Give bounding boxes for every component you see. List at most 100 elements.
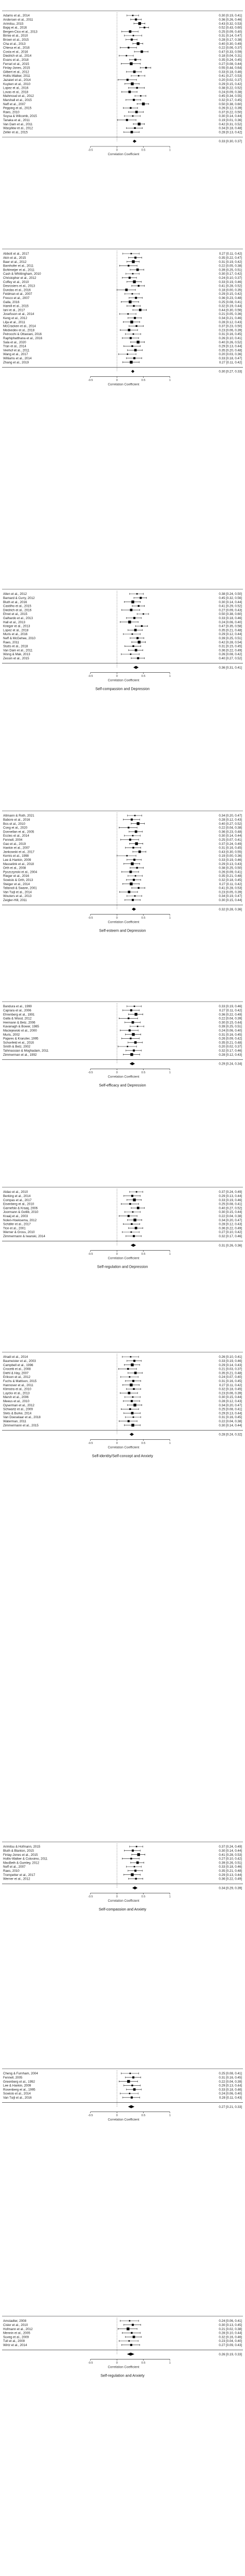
study-label: Dundas et al., 2016 <box>3 288 31 292</box>
effect-marker <box>130 62 133 65</box>
study-label: Stutts et al., 2018 <box>3 645 28 649</box>
study-label: Andersen et al., 2011 <box>3 18 33 22</box>
effect-marker <box>134 875 136 877</box>
study-label: Galhardo et al., 2013 <box>3 617 33 620</box>
study-label: Maciejewski et al., 2000 <box>3 1029 37 1033</box>
study-label: Desrosiers et al., 2013 <box>3 285 35 288</box>
effect-marker <box>134 1041 137 1044</box>
study-label: Kavanagh & Bower, 1985 <box>3 1025 39 1028</box>
effect-marker <box>132 2323 134 2326</box>
x-axis-label: Correlation Coefficient <box>108 1899 139 1903</box>
effect-marker <box>133 1198 136 1202</box>
estimate-label: 0.43 [0.30, 0.55] <box>219 850 242 854</box>
estimate-label: 0.34 [0.21, 0.46] <box>219 317 242 320</box>
study-label: Tran et al., 2014 <box>3 345 26 348</box>
effect-marker <box>132 1849 134 1852</box>
study-label: Pajares & Kranzler, 1995 <box>3 1037 39 1041</box>
study-label: Bergen-Cico et al., 2013 <box>3 30 38 34</box>
summary-diamond <box>127 2352 135 2356</box>
x-tick-label: 1 <box>169 149 170 152</box>
estimate-label: 0.24 [0.06, 0.40] <box>219 621 242 624</box>
x-tick-label: 1 <box>169 675 170 678</box>
effect-marker <box>133 305 135 307</box>
estimate-label: 0.27 [0.11, 0.42] <box>219 361 242 364</box>
study-label: Jankowski et al., 2017 <box>3 850 34 854</box>
estimate-label: 0.22 [0.04, 0.38] <box>219 826 242 830</box>
estimate-label: 0.33 [0.18, 0.46] <box>219 1865 242 1869</box>
study-label: Tull et al., 2009 <box>3 2339 25 2343</box>
effect-marker <box>145 67 147 69</box>
effect-marker <box>133 1403 136 1407</box>
study-label: Lee & Hankin, 2009 <box>3 2084 31 2088</box>
effect-marker <box>132 1396 134 1398</box>
effect-marker <box>133 858 136 861</box>
effect-marker <box>137 640 141 644</box>
study-label: Wasylkiw et al., 2012 <box>3 127 33 130</box>
effect-marker <box>133 280 136 284</box>
x-tick-label: 0 <box>116 1896 118 1899</box>
summary-diamond <box>128 2105 135 2108</box>
effect-marker <box>126 78 129 81</box>
study-label: Muris, 2002 <box>3 1033 20 1037</box>
effect-marker <box>137 605 139 607</box>
estimate-label: 0.37 [0.22, 0.50] <box>219 110 242 114</box>
estimate-label: 0.18 [0.00, 0.35] <box>219 288 242 292</box>
effect-marker <box>130 1231 132 1233</box>
x-tick-label: -0.5 <box>88 1253 93 1256</box>
estimate-label: 0.28 [0.11, 0.43] <box>219 2096 242 2100</box>
estimate-label: 0.24 [0.09, 0.38] <box>219 90 242 94</box>
estimate-label: 0.35 [0.21, 0.48] <box>219 1371 242 1375</box>
estimate-label: 0.20 [0.02, 0.37] <box>219 1045 242 1049</box>
estimate-label: 0.38 [0.25, 0.50] <box>219 867 242 870</box>
study-label: Diehl & Hay, 2007 <box>3 1371 29 1375</box>
estimate-label: 0.21 [0.05, 0.36] <box>219 312 242 316</box>
estimate-label: 0.36 [0.22, 0.49] <box>219 1013 242 1017</box>
study-label: Hollis-Walker, 2011 <box>3 74 30 78</box>
effect-marker <box>133 98 135 101</box>
estimate-label: 0.28 [0.13, 0.42] <box>219 130 242 134</box>
estimate-label: 0.30 [0.15, 0.44] <box>219 1395 242 1399</box>
effect-marker <box>133 70 136 73</box>
study-label: Masselink et al., 2018 <box>3 862 34 866</box>
effect-marker <box>130 1053 133 1056</box>
effect-marker <box>129 2092 131 2095</box>
estimate-label: 0.33 [0.19, 0.46] <box>219 1359 242 1363</box>
study-label: Fennell, 2004 <box>3 838 23 842</box>
estimate-label: 0.27 [0.11, 0.42] <box>219 1009 242 1012</box>
estimate-label: 0.42 [0.28, 0.54] <box>219 641 242 644</box>
study-label: Christopher et al., 2012 <box>3 276 37 280</box>
study-label: Joormann & Gotlib, 2010 <box>3 1210 39 1214</box>
estimate-label: 0.22 [0.04, 0.39] <box>219 2080 242 2084</box>
panel-title: Self-regulation and Depression <box>97 1265 148 1269</box>
effect-marker <box>136 593 138 595</box>
study-label: Williams et al., 2014 <box>3 357 32 360</box>
effect-marker <box>129 870 132 873</box>
forest-panel: Altmann & Roth, 2021 0.34 [0.20, 0.47] Bab… <box>2 810 243 933</box>
estimate-label: 0.20 [0.03, 0.36] <box>219 353 242 356</box>
study-label: Pyszczynski et al., 2004 <box>3 870 38 874</box>
estimate-label: 0.29 [0.15, 0.42] <box>219 82 242 86</box>
study-label: Adams et al., 2014 <box>3 14 30 18</box>
effect-marker <box>130 1037 132 1040</box>
x-tick-label: 1 <box>169 1442 170 1445</box>
estimate-label: 0.34 [0.20, 0.47] <box>219 1219 242 1222</box>
panel-title: Self-esteem and Depression <box>99 928 146 933</box>
overall-estimate: 0.30 [0.27, 0.33] <box>219 370 242 374</box>
estimate-label: 0.21 [0.03, 0.37] <box>219 1368 242 1371</box>
estimate-label: 0.25 [0.08, 0.41] <box>219 1408 242 1411</box>
estimate-label: 0.37 [0.24, 0.49] <box>219 1190 242 1194</box>
study-label: Eccles et al., 2014 <box>3 834 29 838</box>
overall-estimate: 0.29 [0.24, 0.34] <box>219 1062 242 1066</box>
effect-marker <box>129 300 132 304</box>
effect-marker <box>134 1012 137 1016</box>
estimate-label: 0.28 [0.17, 0.38] <box>219 38 242 42</box>
effect-marker <box>125 288 128 291</box>
effect-marker <box>142 102 145 106</box>
study-label: Kuyken et al., 2010 <box>3 82 31 86</box>
study-label: Gilbert et al., 2012 <box>3 70 29 74</box>
effect-marker <box>134 58 137 61</box>
effect-marker <box>132 645 134 647</box>
estimate-label: 0.22 [0.04, 0.38] <box>219 1215 242 1218</box>
estimate-label: 0.36 [0.23, 0.48] <box>219 830 242 834</box>
estimate-label: 0.27 [0.09, 0.43] <box>219 608 242 612</box>
